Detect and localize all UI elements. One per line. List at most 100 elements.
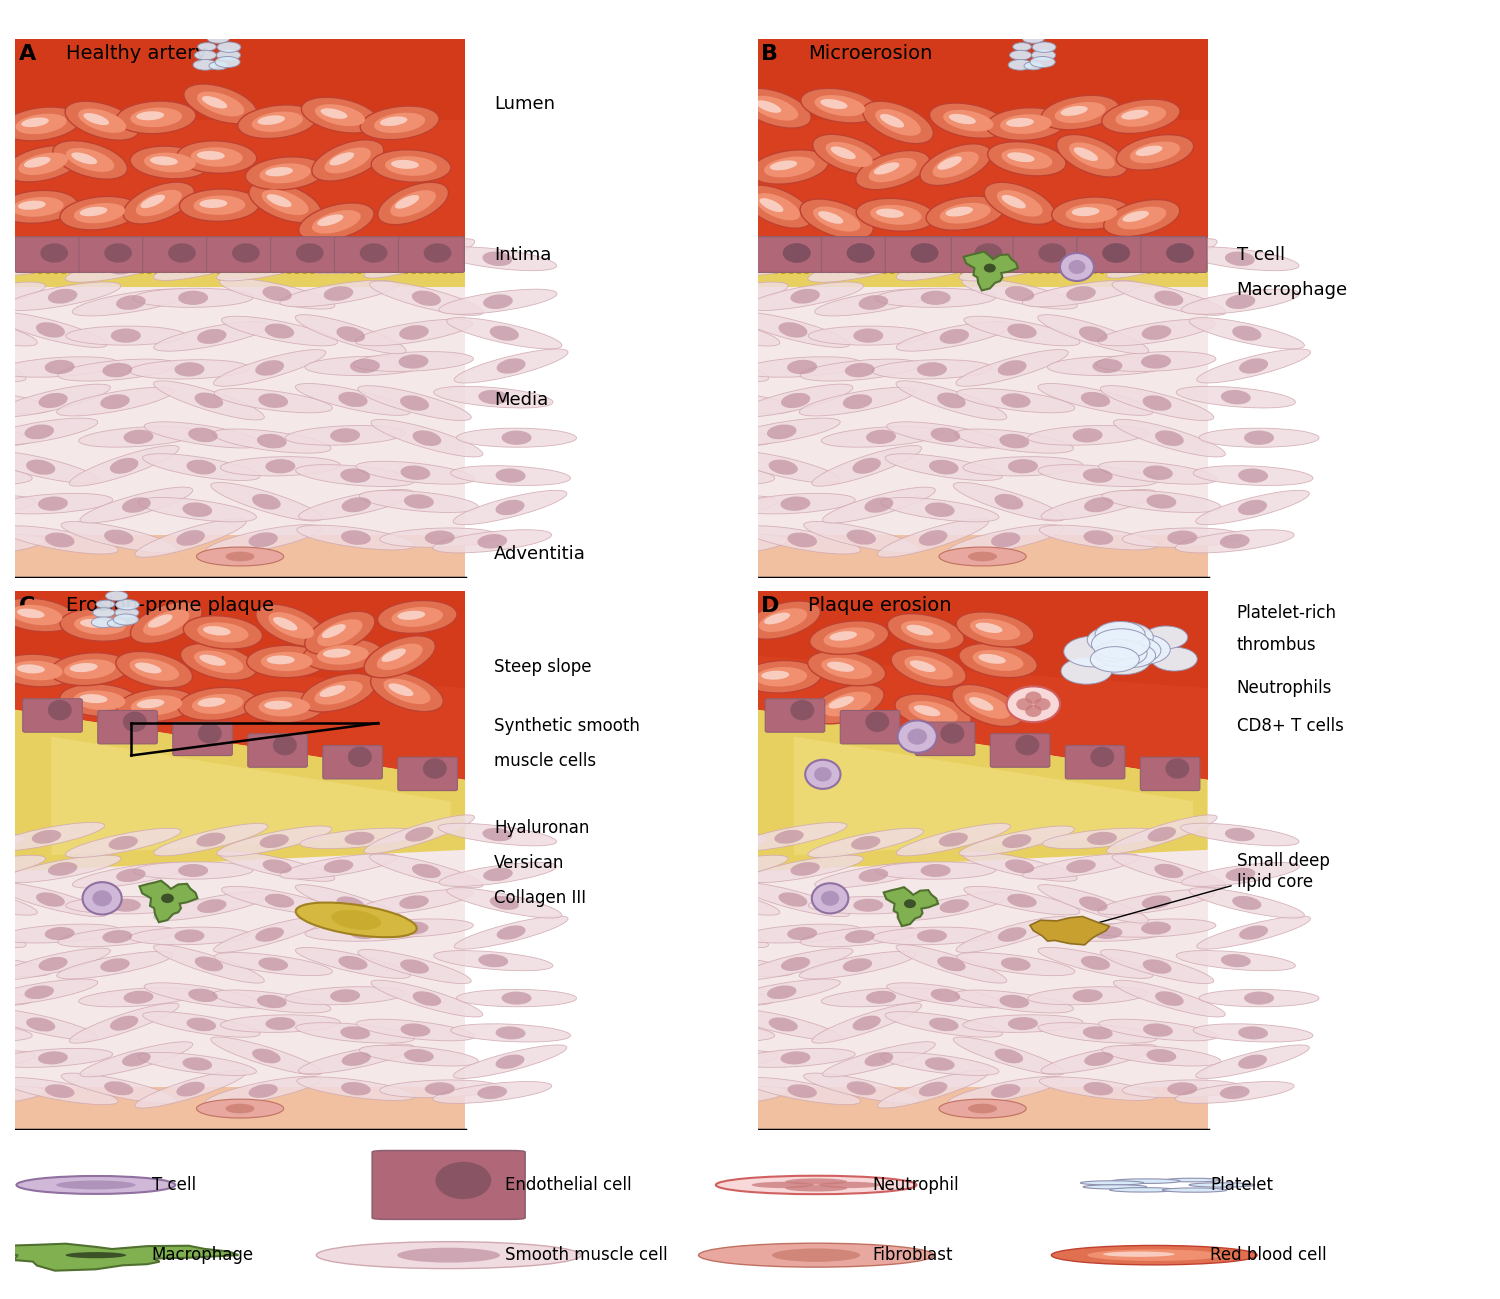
Ellipse shape — [1042, 829, 1161, 848]
Ellipse shape — [742, 186, 813, 229]
Ellipse shape — [1098, 461, 1218, 485]
Ellipse shape — [700, 1025, 730, 1038]
Ellipse shape — [252, 112, 303, 132]
Ellipse shape — [954, 482, 1065, 521]
Ellipse shape — [214, 388, 333, 413]
Ellipse shape — [1080, 1181, 1144, 1185]
Ellipse shape — [244, 691, 324, 724]
Ellipse shape — [246, 157, 326, 190]
Ellipse shape — [400, 1024, 430, 1037]
Ellipse shape — [948, 1077, 1064, 1105]
Ellipse shape — [790, 700, 814, 721]
Ellipse shape — [744, 1078, 861, 1104]
Ellipse shape — [358, 386, 471, 421]
Ellipse shape — [0, 959, 6, 972]
FancyBboxPatch shape — [398, 757, 458, 791]
Ellipse shape — [1110, 1187, 1178, 1192]
Ellipse shape — [968, 1104, 998, 1113]
Ellipse shape — [424, 1082, 454, 1095]
Ellipse shape — [477, 1086, 507, 1099]
Ellipse shape — [10, 661, 63, 681]
Ellipse shape — [168, 243, 196, 262]
Ellipse shape — [810, 685, 883, 724]
Ellipse shape — [736, 882, 849, 917]
Ellipse shape — [1060, 657, 1112, 685]
Ellipse shape — [1095, 639, 1148, 666]
Ellipse shape — [24, 986, 54, 999]
Ellipse shape — [784, 1178, 847, 1185]
Ellipse shape — [824, 691, 872, 717]
Ellipse shape — [1102, 1251, 1174, 1257]
Ellipse shape — [1148, 251, 1176, 266]
Ellipse shape — [4, 145, 81, 182]
Ellipse shape — [1038, 243, 1066, 262]
Ellipse shape — [815, 766, 831, 782]
Ellipse shape — [747, 282, 864, 310]
Ellipse shape — [38, 496, 68, 511]
Ellipse shape — [144, 422, 261, 448]
Ellipse shape — [304, 612, 375, 655]
Ellipse shape — [381, 648, 406, 662]
FancyBboxPatch shape — [885, 236, 951, 273]
Ellipse shape — [370, 672, 444, 712]
Ellipse shape — [975, 243, 1002, 262]
Ellipse shape — [16, 608, 45, 618]
Ellipse shape — [897, 721, 938, 753]
Ellipse shape — [938, 956, 966, 972]
Ellipse shape — [186, 460, 216, 474]
Ellipse shape — [1182, 863, 1299, 886]
Ellipse shape — [782, 957, 810, 972]
Ellipse shape — [16, 1176, 176, 1194]
Ellipse shape — [885, 1012, 1002, 1037]
Ellipse shape — [266, 1017, 296, 1030]
Ellipse shape — [496, 925, 525, 939]
Ellipse shape — [1244, 430, 1274, 444]
Ellipse shape — [440, 863, 556, 886]
Ellipse shape — [0, 464, 32, 485]
Ellipse shape — [198, 43, 216, 51]
Ellipse shape — [356, 320, 472, 346]
Ellipse shape — [129, 927, 249, 944]
Ellipse shape — [433, 951, 554, 970]
Ellipse shape — [738, 948, 854, 979]
Ellipse shape — [819, 1182, 880, 1189]
Ellipse shape — [1116, 135, 1194, 170]
Ellipse shape — [1102, 1046, 1221, 1066]
Ellipse shape — [296, 383, 411, 416]
Ellipse shape — [1088, 256, 1118, 270]
Ellipse shape — [1024, 62, 1042, 70]
Ellipse shape — [26, 1017, 56, 1031]
Ellipse shape — [876, 109, 921, 136]
Ellipse shape — [822, 1042, 936, 1077]
Polygon shape — [140, 881, 198, 922]
Ellipse shape — [1113, 981, 1226, 1017]
Ellipse shape — [60, 196, 140, 230]
Ellipse shape — [910, 243, 939, 262]
Ellipse shape — [1190, 317, 1305, 349]
Ellipse shape — [1198, 990, 1318, 1007]
Ellipse shape — [370, 981, 483, 1017]
Ellipse shape — [4, 282, 122, 310]
Ellipse shape — [908, 729, 927, 744]
Ellipse shape — [72, 152, 98, 164]
Ellipse shape — [1122, 1079, 1242, 1098]
Ellipse shape — [211, 482, 322, 521]
Ellipse shape — [336, 896, 364, 912]
Ellipse shape — [1107, 239, 1216, 278]
Ellipse shape — [723, 979, 840, 1005]
Ellipse shape — [675, 955, 794, 977]
Ellipse shape — [388, 683, 414, 696]
Ellipse shape — [730, 822, 848, 851]
Ellipse shape — [340, 1026, 370, 1039]
Ellipse shape — [1155, 864, 1184, 878]
Ellipse shape — [267, 656, 294, 664]
Ellipse shape — [864, 1052, 894, 1066]
Ellipse shape — [865, 712, 889, 733]
Ellipse shape — [1068, 260, 1086, 274]
Ellipse shape — [708, 892, 736, 907]
Text: Erosion-prone plaque: Erosion-prone plaque — [66, 596, 274, 616]
Ellipse shape — [1220, 1086, 1250, 1099]
Ellipse shape — [1005, 860, 1034, 873]
Ellipse shape — [958, 826, 1074, 856]
Ellipse shape — [350, 359, 380, 373]
